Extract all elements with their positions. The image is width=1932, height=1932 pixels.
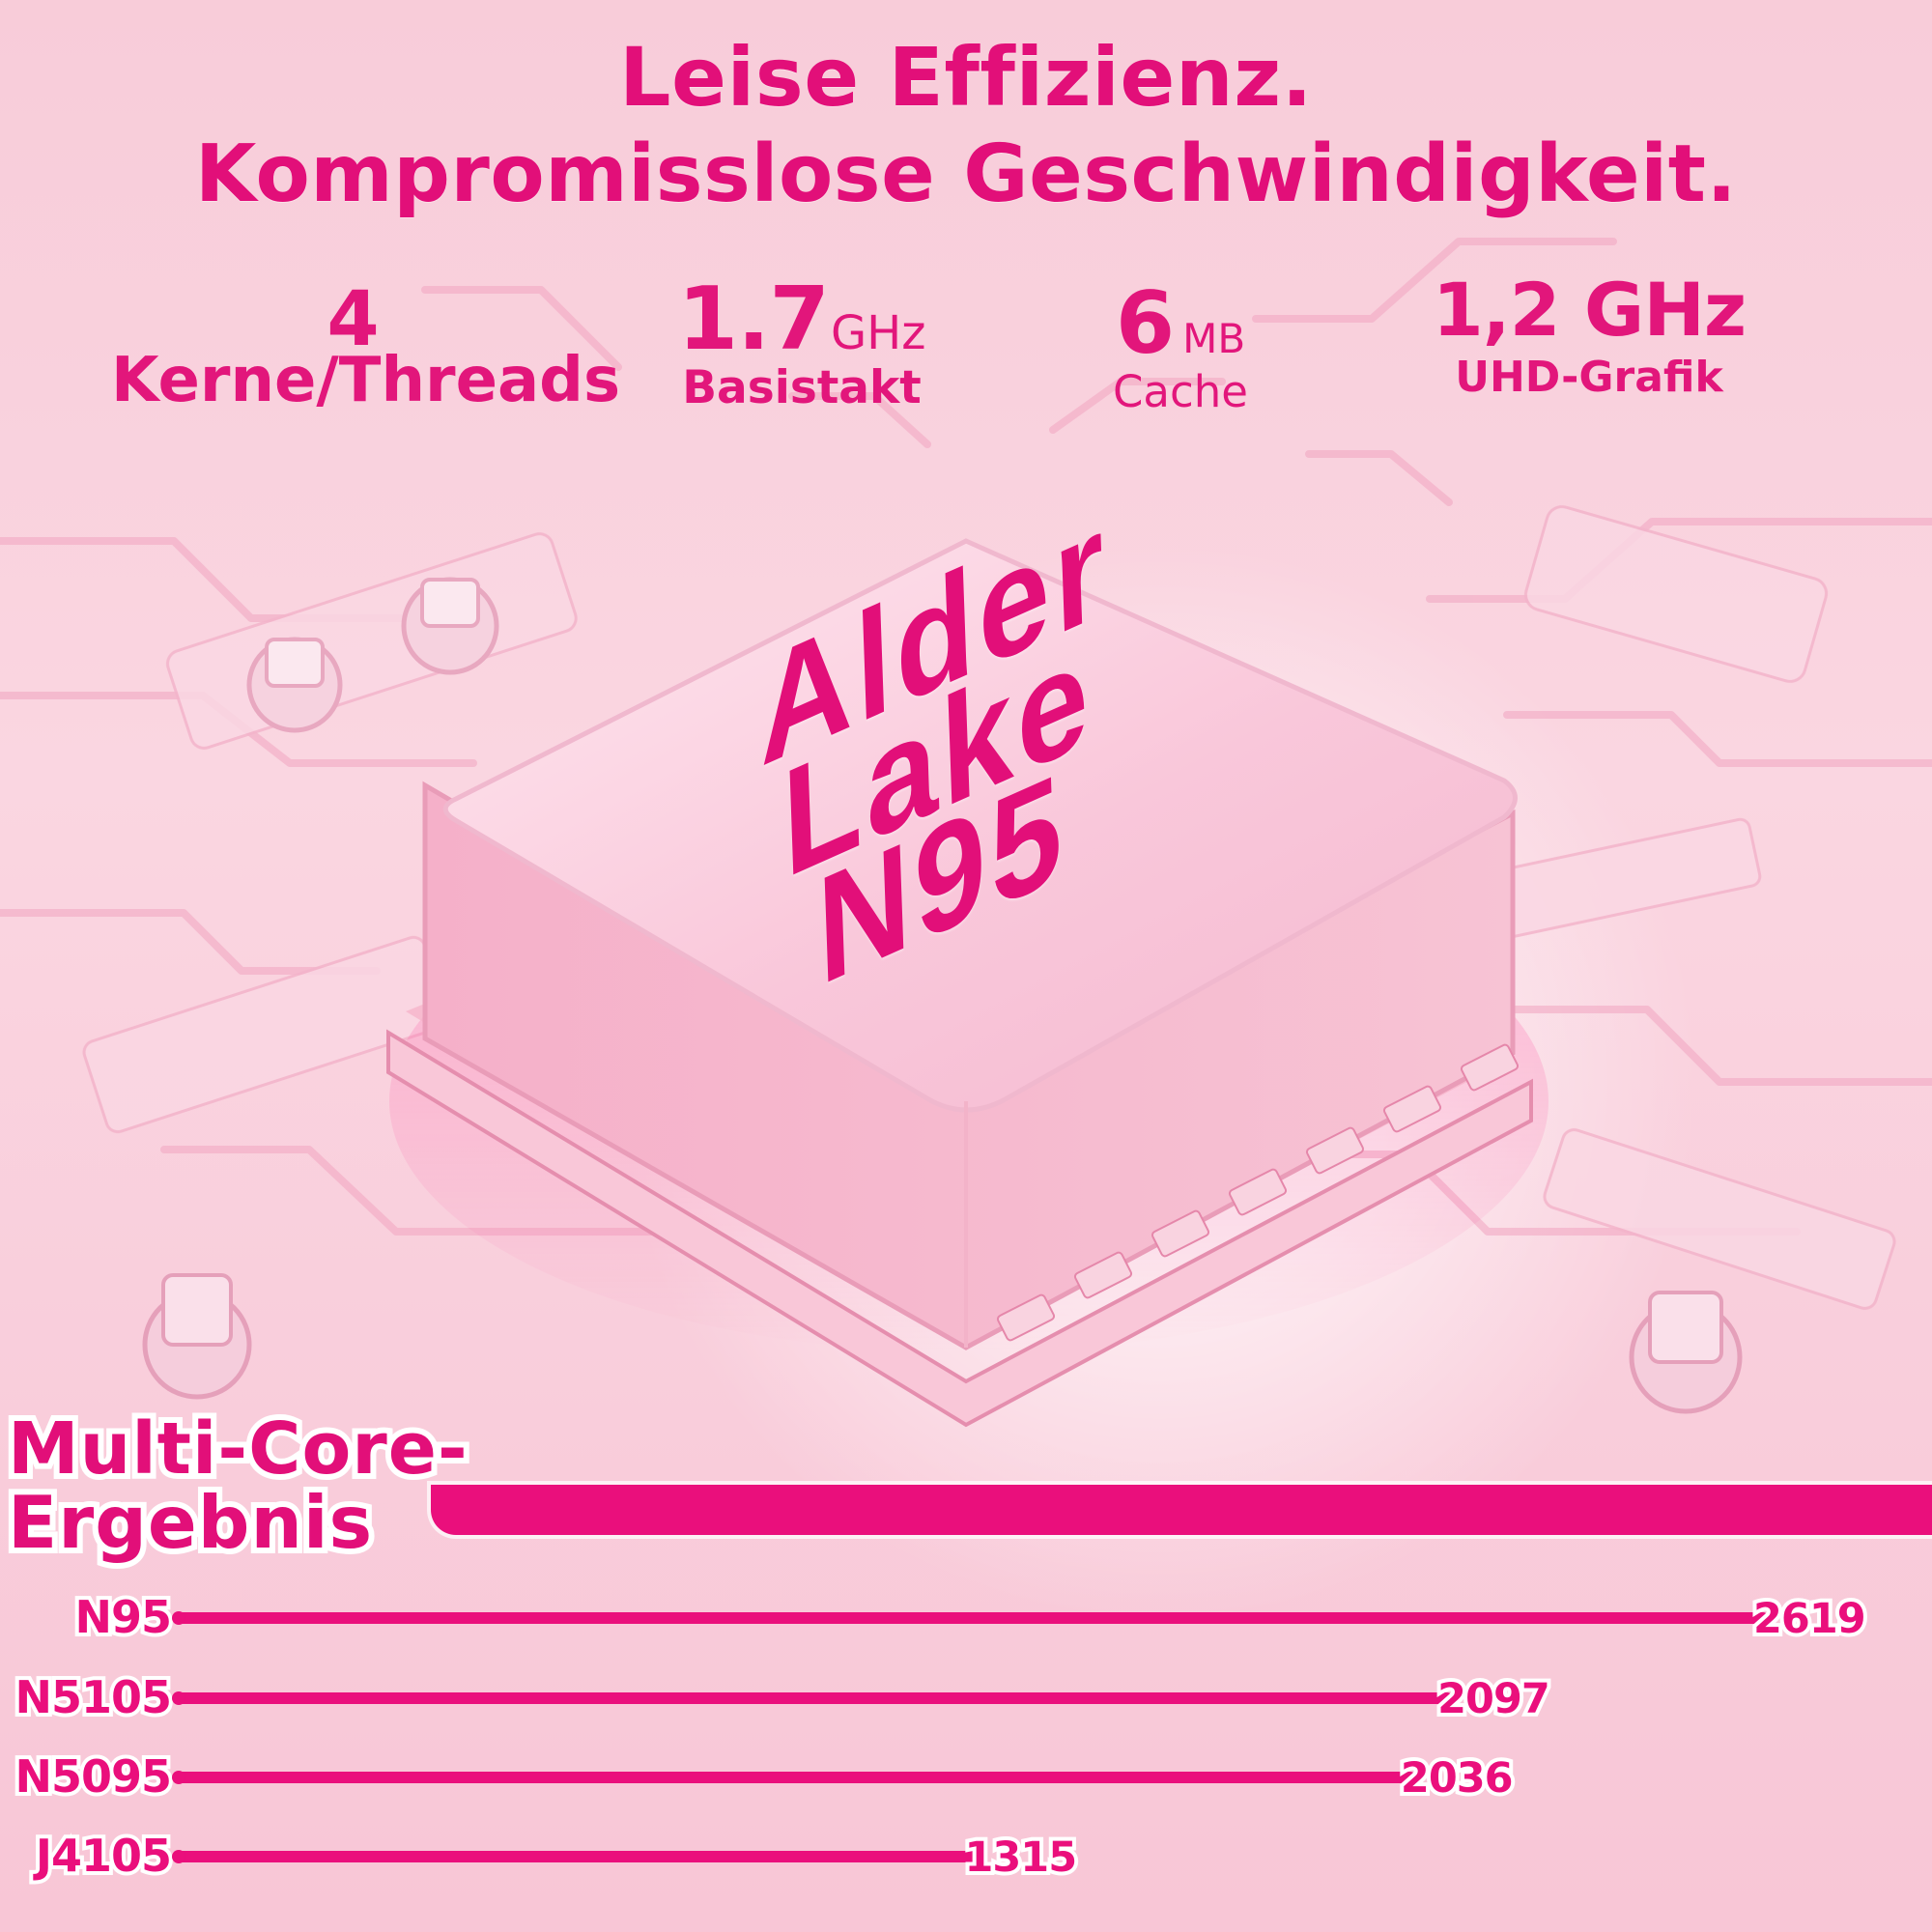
chart-title-line-2: Ergebnis <box>2 1480 378 1565</box>
bar-value-n5105: 2097 <box>1437 1675 1549 1723</box>
bar-label-n5105: N5105 <box>14 1671 171 1723</box>
spec-clock: 1.7GHz Basistakt <box>676 276 927 414</box>
multi-core-bar-chart: N95 2619 N5105 2097 N5095 2036 J4105 1315 <box>11 1587 1869 1886</box>
bar-value-j4105: 1315 <box>964 1833 1076 1882</box>
spec-cache: 6 MB Cache <box>1084 281 1277 417</box>
spec-gpu: 1,2 GHz UHD-Grafik <box>1420 273 1758 399</box>
bar-value-n5095: 2036 <box>1401 1754 1513 1803</box>
bar-start-cap-n95 <box>172 1611 185 1625</box>
spec-gpu-value: 1,2 GHz <box>1432 267 1747 353</box>
spec-cores-value: 4 <box>327 276 379 363</box>
bar-label-n95: N95 <box>74 1591 171 1643</box>
bar-start-cap-j4105 <box>172 1850 185 1863</box>
spec-clock-value: 1.7 <box>677 269 830 370</box>
spec-clock-label: Basistakt <box>682 361 922 414</box>
spec-clock-unit: GHz <box>830 306 926 360</box>
spec-cores-label: Kerne/Threads <box>111 345 621 416</box>
spec-cache-label: Cache <box>1113 366 1248 417</box>
chart-title: Multi-Core- Ergebnis <box>2 1406 607 1565</box>
cpu-chip <box>386 538 1533 1428</box>
bar-start-cap-n5095 <box>172 1771 185 1784</box>
spec-gpu-label: UHD-Grafik <box>1455 353 1723 402</box>
bar-label-n5095: N5095 <box>14 1750 171 1803</box>
spec-cache-value: 6 <box>1115 273 1175 373</box>
standoff-pegs <box>142 577 1743 1414</box>
headline-line-1: Leise Effizienz. <box>618 30 1314 125</box>
spec-cache-unit: MB <box>1182 315 1246 362</box>
bar-value-n95: 2619 <box>1753 1595 1865 1643</box>
chart-title-line-1: Multi-Core- <box>2 1406 473 1492</box>
bar-label-j4105: J4105 <box>33 1830 171 1882</box>
circuit-traces <box>0 238 1932 1236</box>
bar-start-cap-n5105 <box>172 1691 185 1705</box>
chart-header-bar <box>431 1485 1932 1535</box>
headline-line-2: Kompromisslose Geschwindigkeit. <box>194 128 1738 220</box>
spec-cores: 4 Kerne/Threads <box>111 276 621 416</box>
